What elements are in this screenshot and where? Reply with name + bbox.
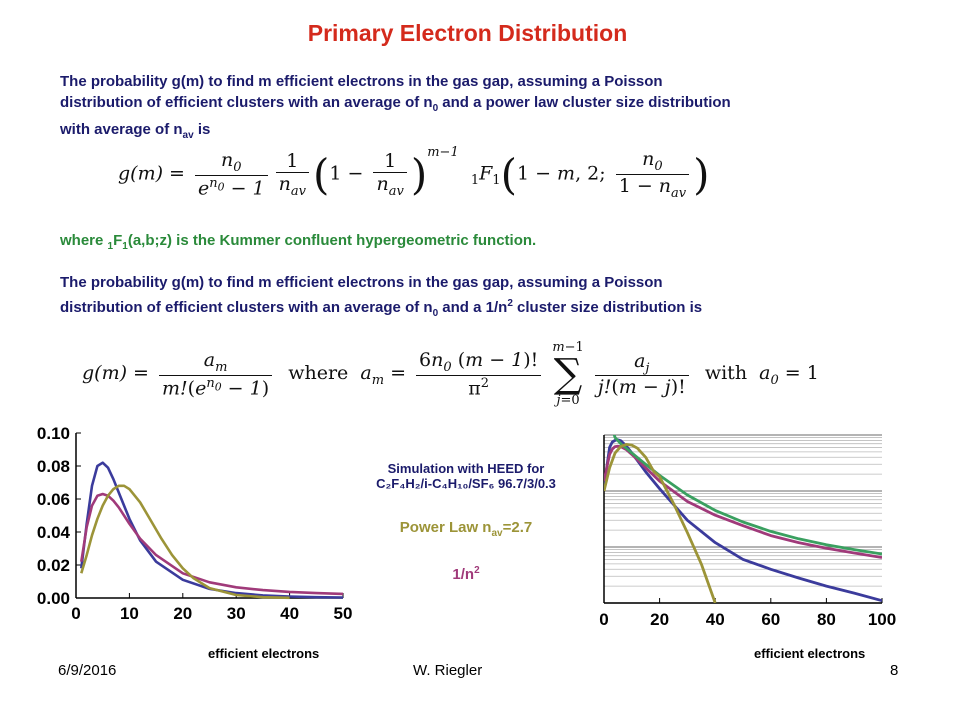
- footer-author: W. Riegler: [413, 662, 483, 679]
- right-x-axis-label: efficient electrons: [754, 646, 866, 661]
- x-tick-label: 40: [280, 604, 299, 623]
- paragraph-power-law: The probability g(m) to find m efficient…: [60, 73, 731, 141]
- y-tick-label: 0.04: [37, 523, 71, 542]
- inverse-square-legend: 1/n2: [452, 565, 480, 583]
- linear-chart: 0.00 0.02 0.04 0.06 0.08 0.10 0 10 20 30 40 50: [37, 424, 353, 623]
- x-tick-label: 100: [868, 610, 896, 629]
- x-tick-label: 20: [650, 610, 669, 629]
- x-tick-label: 60: [761, 610, 780, 629]
- x-tick-label: 40: [706, 610, 725, 629]
- left-x-axis-label: efficient electrons: [208, 646, 320, 661]
- paragraph-inverse-square: The probability g(m) to find m efficient…: [60, 274, 703, 319]
- series-line-1: [80, 492, 344, 596]
- y-tick-label: 0.08: [37, 457, 70, 476]
- x-tick-label: 0: [599, 610, 608, 629]
- y-tick-label: 0.06: [37, 490, 70, 509]
- y-tick-label: 0.00: [37, 589, 70, 608]
- series-line-2: [612, 435, 882, 556]
- power-law-legend: Power Law nav=2.7: [399, 519, 533, 539]
- x-tick-label: 80: [817, 610, 836, 629]
- simulation-label: Simulation with HEED for C₂F₄H₂/i-C₄H₁₀/…: [376, 461, 556, 491]
- series-line-0: [604, 438, 882, 603]
- formula-inverse-square: g(m) = am m!(en0 − 1) where am = 6n0 (m −…: [82, 340, 819, 408]
- y-tick-label: 0.10: [37, 424, 70, 443]
- x-tick-label: 0: [71, 604, 80, 623]
- footer-page-number: 8: [890, 662, 899, 679]
- formula-power-law: g(m) = n0 en0 − 1 1 nav (1 − 1 nav)m−1 1F1(1 …: [118, 144, 710, 201]
- kummer-note: where 1F1(a,b;z) is the Kummer confluent…: [60, 232, 537, 252]
- series-line-3: [604, 442, 717, 603]
- x-tick-label: 10: [120, 604, 139, 623]
- footer-date: 6/9/2016: [58, 662, 117, 679]
- log-chart: 0 20 40 60 80 100: [599, 434, 896, 629]
- page-title: Primary Electron Distribution: [307, 20, 628, 46]
- series-line-0: [80, 461, 344, 599]
- x-tick-label: 50: [334, 604, 353, 623]
- series-line-1: [604, 444, 882, 559]
- x-tick-label: 30: [227, 604, 246, 623]
- y-tick-label: 0.02: [37, 556, 70, 575]
- x-tick-label: 20: [173, 604, 192, 623]
- series-line-2: [80, 484, 290, 600]
